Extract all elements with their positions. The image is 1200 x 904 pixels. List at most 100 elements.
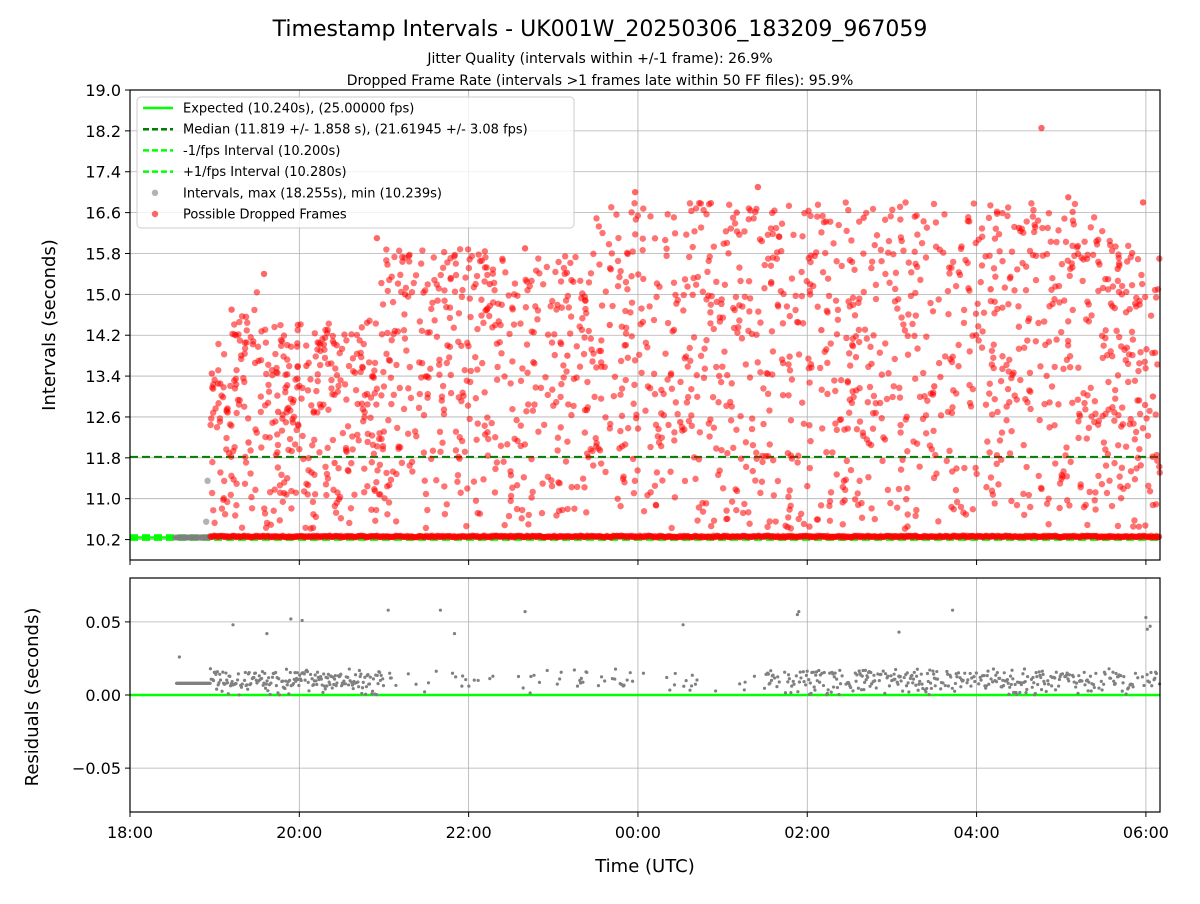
dropped-frame-point [1080,256,1087,263]
residual-point [1067,673,1072,677]
dropped-frame-point [667,370,675,377]
dropped-frame-point [358,400,366,407]
dropped-frame-point [724,515,731,522]
dropped-frame-point [558,380,565,388]
dropped-frame-point [1135,367,1142,375]
residual-point [961,678,965,682]
dropped-frame-point [401,291,409,298]
dropped-frame-point [1112,243,1119,250]
residual-point [572,668,576,672]
dropped-frame-point [525,511,532,519]
dropped-frame-point [905,311,912,318]
dropped-frame-point [436,361,443,368]
dropped-frame-point [1118,423,1125,430]
dropped-frame-point [1064,337,1072,345]
dropped-frame-point [990,354,997,361]
interval-point [197,534,204,541]
dropped-frame-point [631,357,639,364]
dropped-frame-point [1127,253,1134,261]
dropped-frame-point [1024,399,1031,406]
dropped-frame-point [558,304,565,311]
dropped-frame-point [444,342,451,349]
dropped-frame-point [914,345,921,352]
dropped-frame-point [833,258,840,265]
residual-point [959,685,963,689]
dropped-frame-point [835,221,842,229]
residual-point [949,675,953,679]
dropped-frame-point [930,474,938,482]
dropped-frame-point [949,258,957,266]
dropped-frame-point [1136,301,1143,308]
dropped-frame-point [797,510,805,518]
dropped-frame-point [958,243,965,250]
dropped-frame-point [544,331,552,338]
residual-point [268,692,272,697]
residual-point [840,674,844,678]
dropped-frame-point [534,307,542,314]
dropped-frame-point [548,477,555,484]
dropped-frame-point [686,200,694,207]
dropped-frame-point [1111,386,1119,394]
dropped-frame-point [941,353,949,360]
dropped-frame-point [678,423,686,431]
dropped-frame-point [1114,372,1122,379]
dropped-frame-point [238,524,246,531]
dropped-frame-point [464,485,471,492]
dropped-frame-point [771,207,778,214]
dropped-frame-point [617,267,624,275]
residual-point [920,682,924,686]
dropped-frame-point [481,389,488,396]
dropped-frame-point [290,413,298,420]
residual-point [312,682,316,687]
dropped-frame-point [904,523,911,530]
dropped-frame-point [428,455,435,463]
dropped-frame-point [986,252,993,259]
dropped-frame-point [890,383,897,390]
residual-point [579,676,583,680]
dropped-frame-point [742,361,750,368]
dropped-frame-point [1118,464,1126,472]
dropped-frame-point [439,264,447,271]
dropped-frame-point [727,417,735,424]
dropped-frame-point [459,286,466,294]
dropped-frame-point [770,492,778,499]
dropped-frame-point [1136,410,1144,418]
residual-point [1120,689,1124,693]
dropped-frame-point [311,471,318,478]
dropped-frame-point [795,452,802,459]
dropped-frame-point [598,302,606,309]
dropped-frame-point [1149,453,1156,460]
dropped-frame-point [1084,298,1091,305]
dropped-frame-point [329,436,337,444]
dropped-frame-point [1005,300,1012,308]
residual-point [963,671,967,675]
dropped-frame-point [1141,358,1148,366]
residual-point [603,679,607,683]
dropped-frame-point [632,415,640,422]
residual-point [1071,675,1075,679]
dropped-frame-point [1149,349,1156,357]
residual-point [218,672,222,676]
dropped-frame-point [364,401,371,408]
dropped-frame-point [785,514,792,521]
dropped-frame-point [904,484,911,492]
residual-point [935,669,939,674]
dropped-frame-point [593,215,600,222]
dropped-frame-point [359,405,367,413]
dropped-frame-point [1102,275,1109,283]
dropped-frame-point [686,344,693,352]
dropped-frame-point [999,304,1006,311]
dropped-frame-point [231,377,238,384]
dropped-frame-point [731,306,738,314]
dropped-frame-point [869,205,877,213]
dropped-frame-point [1058,471,1065,479]
dropped-frame-point [639,246,646,254]
dropped-frame-point [1138,280,1146,288]
dropped-frame-point [871,241,878,249]
residual-point [1042,679,1046,683]
dropped-frame-point [384,511,391,518]
dropped-frame-point [304,387,312,394]
dropped-frame-point [357,368,364,376]
residual-point [291,681,296,686]
dropped-frame-point [988,411,996,418]
